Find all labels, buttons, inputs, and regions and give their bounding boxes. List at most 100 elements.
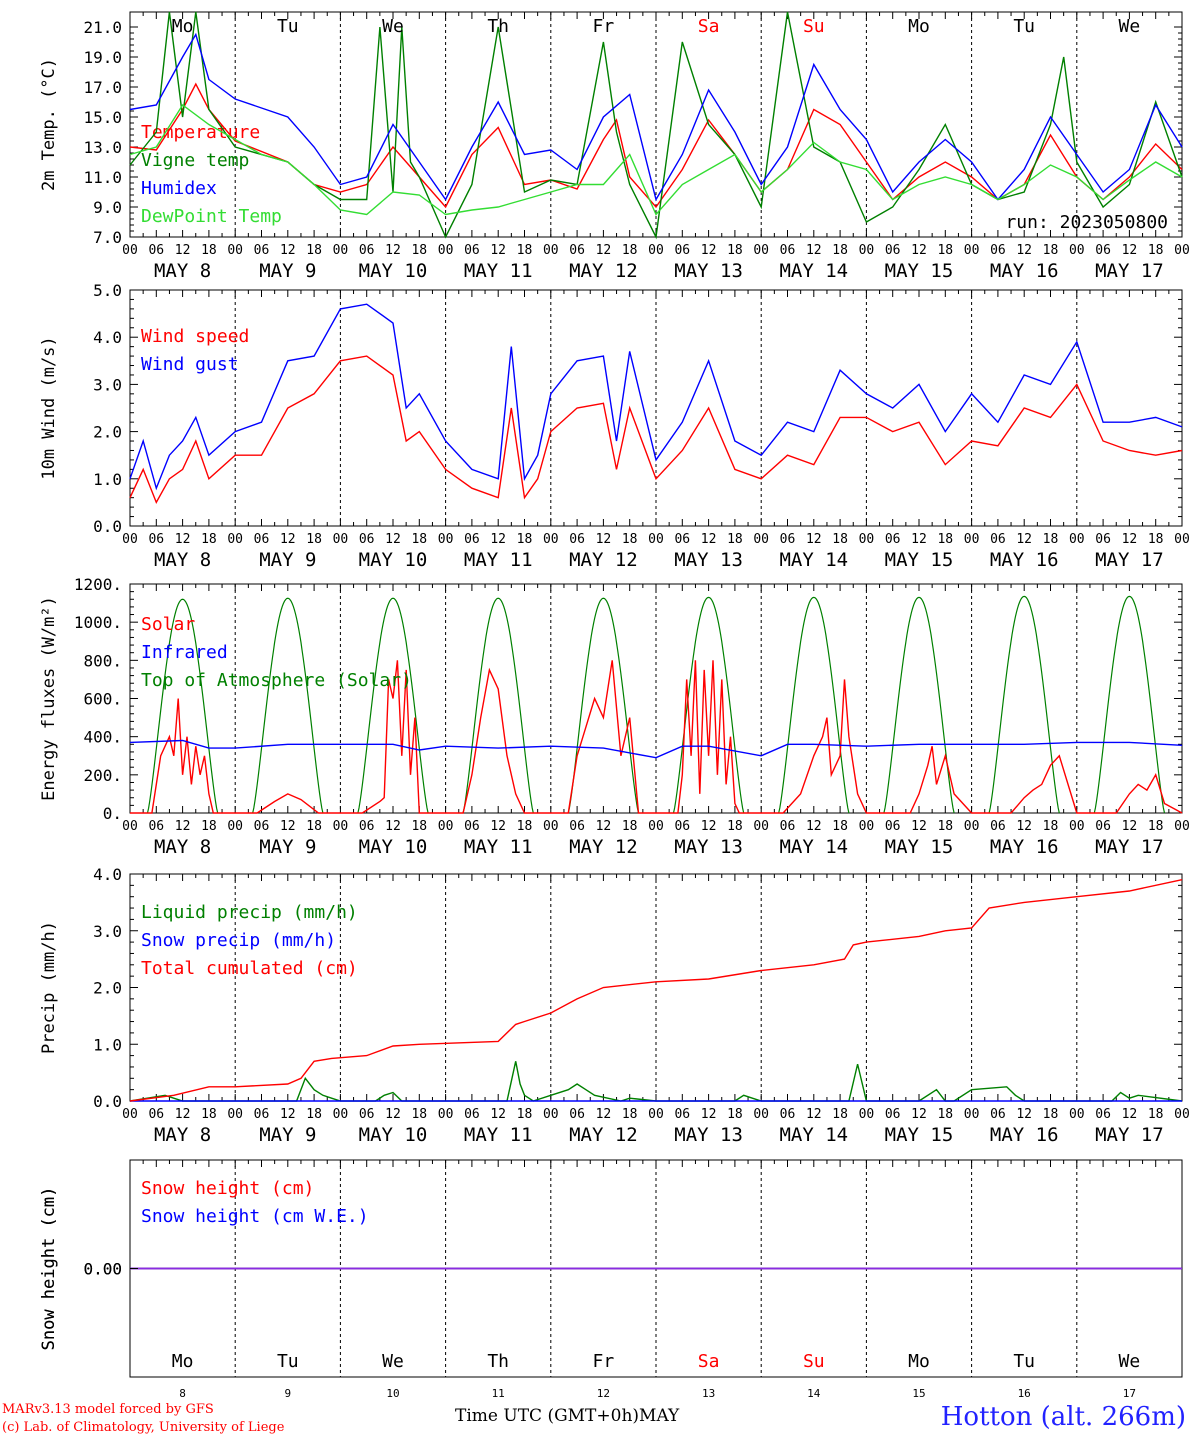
day-name: Sa	[698, 16, 720, 37]
hour-tick-label: 18	[201, 1107, 217, 1122]
legend-entry: Wind gust	[141, 354, 239, 375]
hour-tick-label: 12	[1122, 243, 1138, 258]
hour-tick-label: 06	[359, 819, 375, 834]
hour-tick-label: 00	[227, 819, 243, 834]
date-label: MAY 11	[464, 260, 533, 282]
toa-solar-arc	[357, 597, 429, 814]
legend-entry: Snow precip (mm/h)	[141, 930, 336, 951]
date-label: MAY 12	[569, 260, 638, 282]
hour-tick-label: 12	[490, 1107, 506, 1122]
y-axis-label: 2m Temp. (°C)	[39, 58, 59, 191]
date-label: MAY 11	[464, 1124, 533, 1146]
date-number: 11	[492, 1387, 505, 1400]
hour-tick-label: 06	[254, 819, 270, 834]
hour-tick-label: 12	[701, 819, 717, 834]
toa-solar-arc	[1093, 595, 1166, 814]
hour-tick-label: 06	[254, 243, 270, 258]
hour-tick-label: 18	[1043, 532, 1059, 547]
hour-tick-label: 06	[1095, 243, 1111, 258]
legend-entry: Infrared	[141, 642, 228, 663]
hour-tick-label: 00	[122, 819, 138, 834]
hour-tick-label: 00	[438, 243, 454, 258]
hour-tick-label: 00	[648, 819, 664, 834]
date-label: MAY 17	[1095, 836, 1164, 858]
hour-tick-label: 12	[490, 532, 506, 547]
toa-solar-arc	[988, 595, 1060, 814]
hour-tick-label: 12	[175, 819, 191, 834]
legend-entry: Total cumulated (cm)	[141, 958, 358, 979]
day-name: We	[382, 1351, 404, 1372]
hour-tick-label: 00	[1069, 819, 1085, 834]
hour-tick-label: 18	[832, 243, 848, 258]
day-name: Th	[487, 16, 509, 37]
hour-tick-label: 18	[727, 243, 743, 258]
y-axis-label: Snow height (cm)	[39, 1187, 59, 1351]
hour-tick-label: 00	[438, 819, 454, 834]
hour-tick-label: 06	[1095, 1107, 1111, 1122]
hour-tick-label: 00	[859, 243, 875, 258]
hour-tick-label: 06	[464, 1107, 480, 1122]
date-label: MAY 13	[674, 260, 743, 282]
hour-tick-label: 18	[622, 532, 638, 547]
hour-tick-label: 18	[832, 1107, 848, 1122]
y-tick-label: 15.0	[83, 108, 122, 127]
hour-tick-label: 18	[622, 243, 638, 258]
run-annotation: run: 2023050800	[1005, 212, 1168, 233]
lab-credit: (c) Lab. of Climatology, University of L…	[2, 1420, 285, 1435]
time-axis-text: Time UTC (GMT+0h)	[455, 1406, 640, 1426]
hour-tick-label: 00	[1069, 532, 1085, 547]
hour-tick-label: 06	[464, 819, 480, 834]
hour-tick-label: 18	[937, 243, 953, 258]
y-axis-label: Snow height (cm)	[39, 1187, 59, 1351]
date-label: MAY 9	[259, 1124, 316, 1146]
date-label: MAY 14	[779, 1124, 848, 1146]
series-line-humidex	[129, 32, 1183, 202]
date-number: 13	[702, 1387, 715, 1400]
y-tick-label: 2.0	[93, 423, 122, 442]
hour-tick-label: 12	[806, 243, 822, 258]
date-label: MAY 11	[464, 549, 533, 571]
hour-tick-label: 12	[1122, 532, 1138, 547]
hour-tick-label: 06	[990, 532, 1006, 547]
date-label: MAY 9	[259, 260, 316, 282]
hour-tick-label: 00	[964, 532, 980, 547]
hour-tick-label: 18	[306, 243, 322, 258]
hour-tick-label: 06	[254, 1107, 270, 1122]
date-label: MAY 15	[885, 836, 954, 858]
toa-solar-arc	[778, 596, 850, 814]
date-label: MAY 10	[359, 1124, 428, 1146]
hour-tick-label: 06	[1095, 532, 1111, 547]
date-label: MAY 13	[674, 1124, 743, 1146]
hour-tick-label: 18	[1148, 243, 1164, 258]
y-tick-label: 600.	[83, 690, 122, 709]
hour-tick-label: 12	[1122, 819, 1138, 834]
hour-tick-label: 18	[832, 532, 848, 547]
legend-entry: Liquid precip (mm/h)	[141, 902, 358, 923]
legend-entry: Snow height (cm)	[141, 1178, 314, 1199]
y-tick-label: 7.0	[93, 228, 122, 247]
hour-tick-label: 00	[648, 243, 664, 258]
hour-tick-label: 06	[464, 243, 480, 258]
hour-tick-label: 00	[543, 1107, 559, 1122]
date-label: MAY 12	[569, 836, 638, 858]
hour-tick-label: 06	[569, 532, 585, 547]
date-label: MAY 9	[259, 549, 316, 571]
hour-tick-label: 00	[1174, 1107, 1190, 1122]
hour-tick-label: 06	[254, 532, 270, 547]
date-label: MAY 10	[359, 549, 428, 571]
hour-tick-label: 12	[911, 1107, 927, 1122]
hour-tick-label: 18	[517, 243, 533, 258]
day-name: We	[382, 16, 404, 37]
date-label: MAY 14	[779, 836, 848, 858]
hour-tick-label: 18	[1043, 819, 1059, 834]
toa-solar-arc	[252, 597, 324, 814]
hour-tick-label: 06	[148, 1107, 164, 1122]
hour-tick-label: 12	[280, 532, 296, 547]
date-label: MAY 17	[1095, 1124, 1164, 1146]
day-name: Tu	[277, 1351, 299, 1372]
day-name: Tu	[1013, 16, 1035, 37]
hour-tick-label: 00	[1174, 819, 1190, 834]
y-axis-label: Energy fluxes (W/m²)	[39, 596, 59, 801]
series-line-wind-gust	[129, 303, 1183, 491]
legend-entry: Temperature	[141, 122, 260, 143]
